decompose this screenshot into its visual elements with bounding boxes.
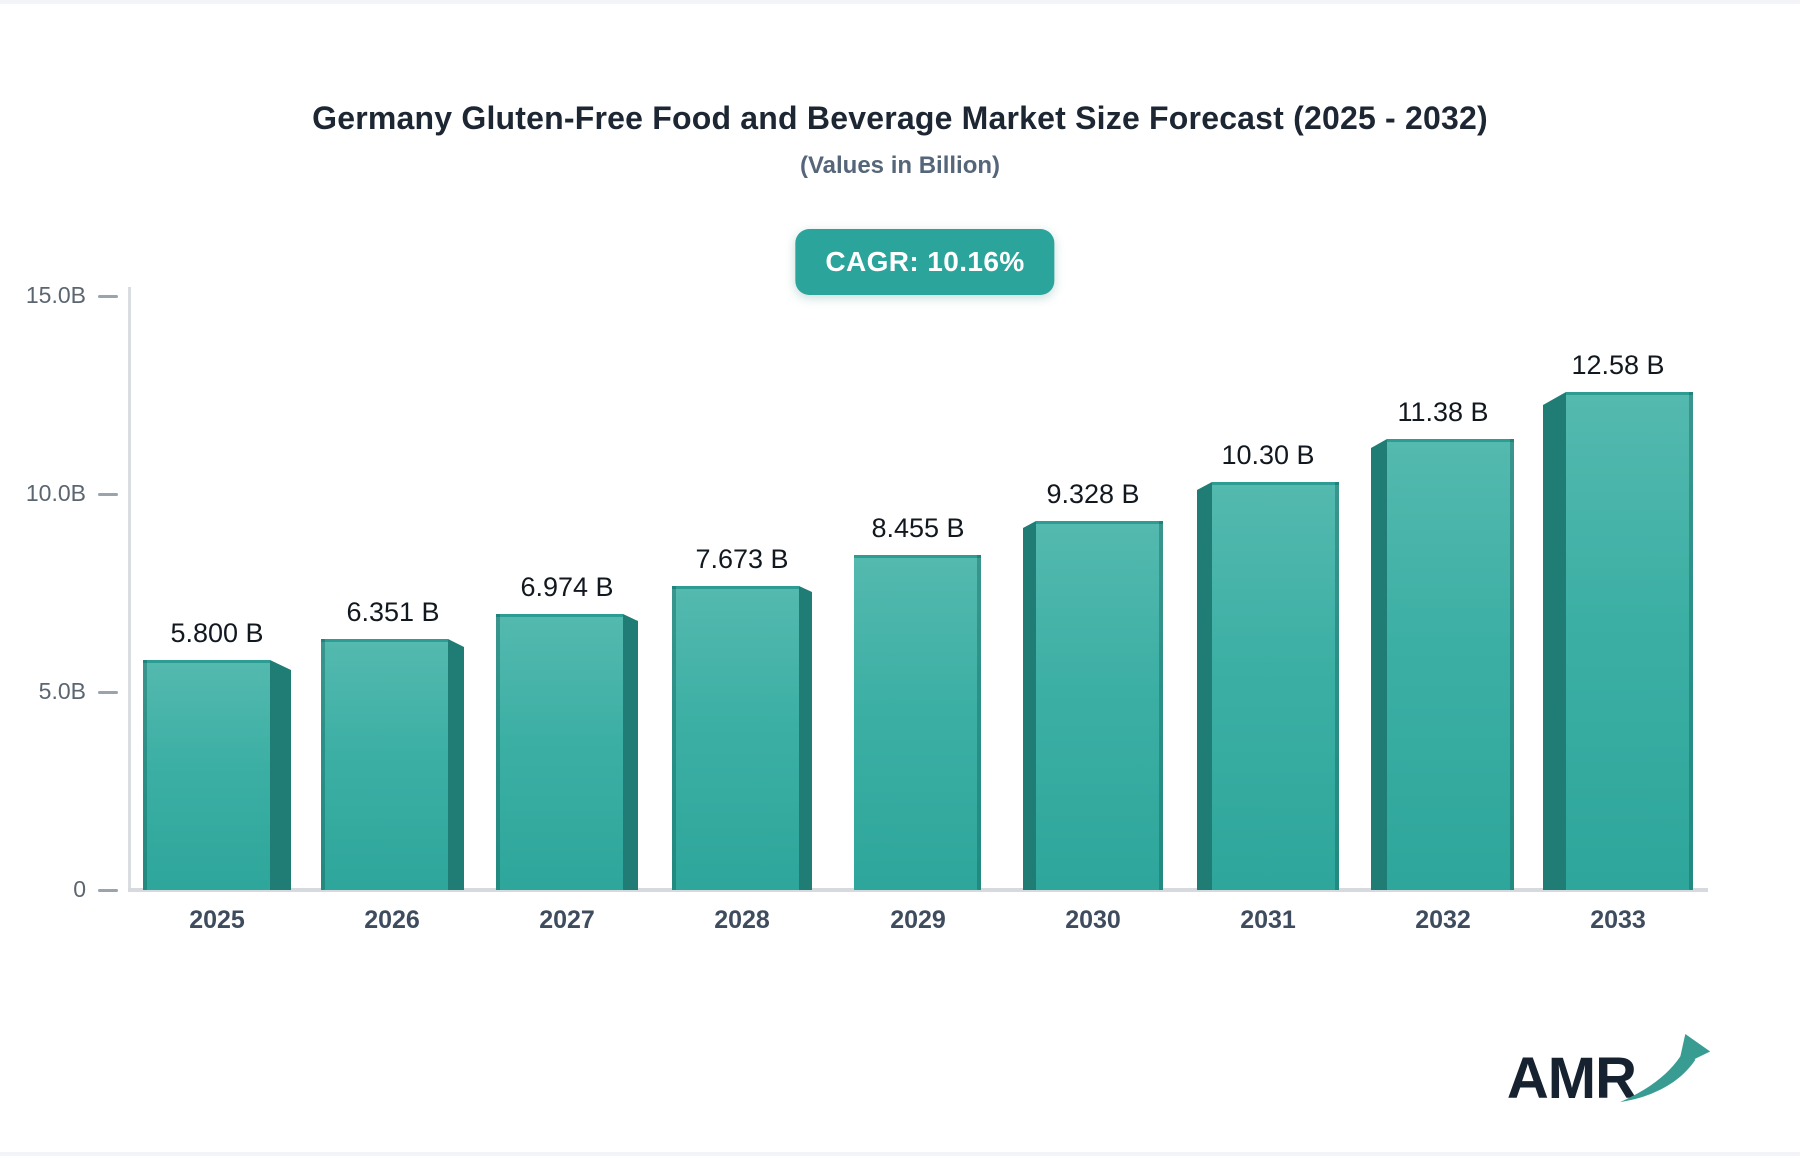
bar-side-face [448, 639, 464, 890]
x-axis-label-2029: 2029 [890, 906, 946, 934]
y-tick-dash [98, 493, 118, 496]
x-axis-label-2032: 2032 [1415, 906, 1471, 934]
bar-front-face [321, 639, 448, 890]
logo-growth-arrow-icon [1620, 1034, 1711, 1103]
bar-front-face [143, 660, 270, 890]
bar-value-label-2025: 5.800 B [170, 618, 264, 648]
bar-side-face [623, 614, 638, 890]
bar-2031[interactable] [1197, 482, 1339, 890]
x-axis-label-2025: 2025 [189, 906, 245, 934]
bar-front-face [1387, 439, 1514, 890]
bar-chart-plot: 0 5.0B 10.0B 15.0B 5.800 B 6.351 B 6.974 B 7.6… [0, 4, 1800, 1152]
bar-value-label-2030: 9.328 B [1046, 479, 1140, 509]
bar-side-face [1023, 521, 1036, 890]
bar-value-label-2029: 8.455 B [871, 513, 965, 543]
y-tick-label: 15.0B [25, 282, 86, 308]
cagr-badge-label: CAGR: 10.16% [825, 246, 1025, 277]
bar-value-label-2033: 12.58 B [1571, 350, 1665, 380]
x-axis-line [128, 888, 1708, 892]
y-tick-dash [98, 691, 118, 694]
y-tick-dash [98, 295, 118, 298]
bar-value-label-2032: 11.38 B [1397, 397, 1489, 427]
bar-2026[interactable] [321, 639, 464, 890]
amr-logo: AMR [1507, 1032, 1712, 1108]
bar-side-face [1543, 392, 1566, 890]
bar-2029[interactable] [854, 555, 981, 890]
bar-side-face [1371, 439, 1387, 890]
bar-side-face [270, 660, 291, 890]
chart-subtitle: (Values in Billion) [799, 152, 1001, 179]
bar-value-label-2031: 10.30 B [1221, 440, 1315, 470]
bar-2028[interactable] [672, 586, 812, 890]
bar-2027[interactable] [496, 614, 638, 890]
bar-front-face [672, 586, 799, 890]
x-axis-label-2026: 2026 [364, 906, 420, 934]
bar-side-face [1197, 482, 1212, 890]
bar-side-face [799, 586, 812, 890]
bar-2025[interactable] [143, 660, 291, 890]
bar-front-face [1212, 482, 1339, 890]
y-tick-label: 0 [73, 876, 86, 902]
cagr-badge: CAGR: 10.16% [795, 229, 1055, 295]
bar-front-face [1566, 392, 1693, 890]
bar-2033[interactable] [1543, 392, 1693, 890]
x-axis-label-2031: 2031 [1240, 906, 1296, 934]
bar-value-label-2026: 6.351 B [346, 597, 440, 627]
y-tick-label: 5.0B [38, 678, 86, 704]
bar-value-label-2028: 7.673 B [695, 544, 789, 574]
bar-front-face [1036, 521, 1163, 890]
bar-front-face [854, 555, 981, 890]
x-axis-label-2028: 2028 [714, 906, 770, 934]
chart-card: Germany Gluten-Free Food and Beverage Ma… [0, 4, 1800, 1152]
bar-value-label-2027: 6.974 B [520, 572, 614, 602]
bar-front-face [496, 614, 623, 890]
chart-title: Germany Gluten-Free Food and Beverage Ma… [312, 100, 1488, 136]
y-tick-dash [98, 889, 118, 892]
x-axis-label-2033: 2033 [1590, 906, 1646, 934]
x-axis-label-2027: 2027 [539, 906, 595, 934]
bar-2032[interactable] [1371, 439, 1514, 890]
bar-2030[interactable] [1023, 521, 1163, 890]
y-axis-line [128, 287, 131, 890]
y-tick-label: 10.0B [25, 480, 86, 506]
x-axis-label-2030: 2030 [1065, 906, 1121, 934]
amr-logo-text: AMR [1506, 1046, 1637, 1111]
